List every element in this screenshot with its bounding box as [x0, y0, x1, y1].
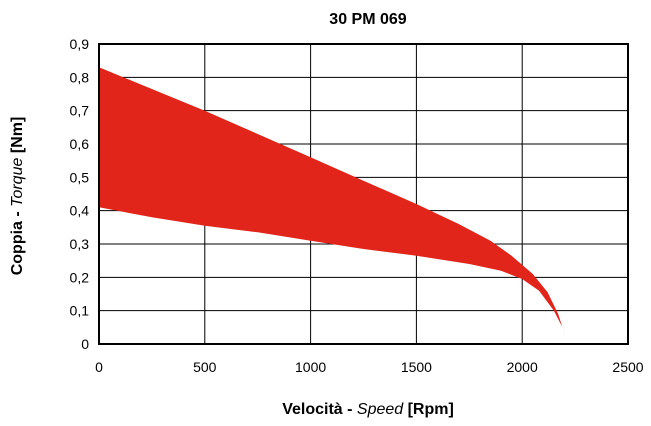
y-axis-label: Coppia - Torque [Nm] [9, 117, 26, 276]
y-tick-label: 0,3 [70, 236, 90, 252]
x-tick-labels: 0 500 1000 1500 2000 2500 [95, 359, 644, 375]
y-tick-label: 0,8 [70, 69, 90, 85]
y-tick-label: 0,9 [70, 36, 90, 52]
y-tick-label: 0,4 [70, 203, 90, 219]
x-tick-label: 500 [193, 359, 217, 375]
x-axis-label: Velocità - Speed [Rpm] [282, 401, 454, 418]
y-tick-label: 0,2 [70, 269, 90, 285]
x-tick-label: 2500 [612, 359, 643, 375]
x-tick-label: 2000 [507, 359, 538, 375]
y-tick-labels: 0 0,1 0,2 0,3 0,4 0,5 0,6 0,7 0,8 0,9 [70, 36, 90, 352]
x-tick-label: 1000 [295, 359, 326, 375]
y-tick-label: 0,1 [70, 303, 90, 319]
x-tick-label: 0 [95, 359, 103, 375]
torque-band-area [99, 67, 568, 345]
y-tick-label: 0 [81, 336, 89, 352]
plot-frame [98, 43, 629, 345]
y-tick-label: 0,7 [70, 103, 90, 119]
chart-title: 30 PM 069 [329, 11, 406, 28]
y-tick-label: 0,5 [70, 169, 90, 185]
x-tick-label: 1500 [401, 359, 432, 375]
y-tick-label: 0,6 [70, 136, 90, 152]
